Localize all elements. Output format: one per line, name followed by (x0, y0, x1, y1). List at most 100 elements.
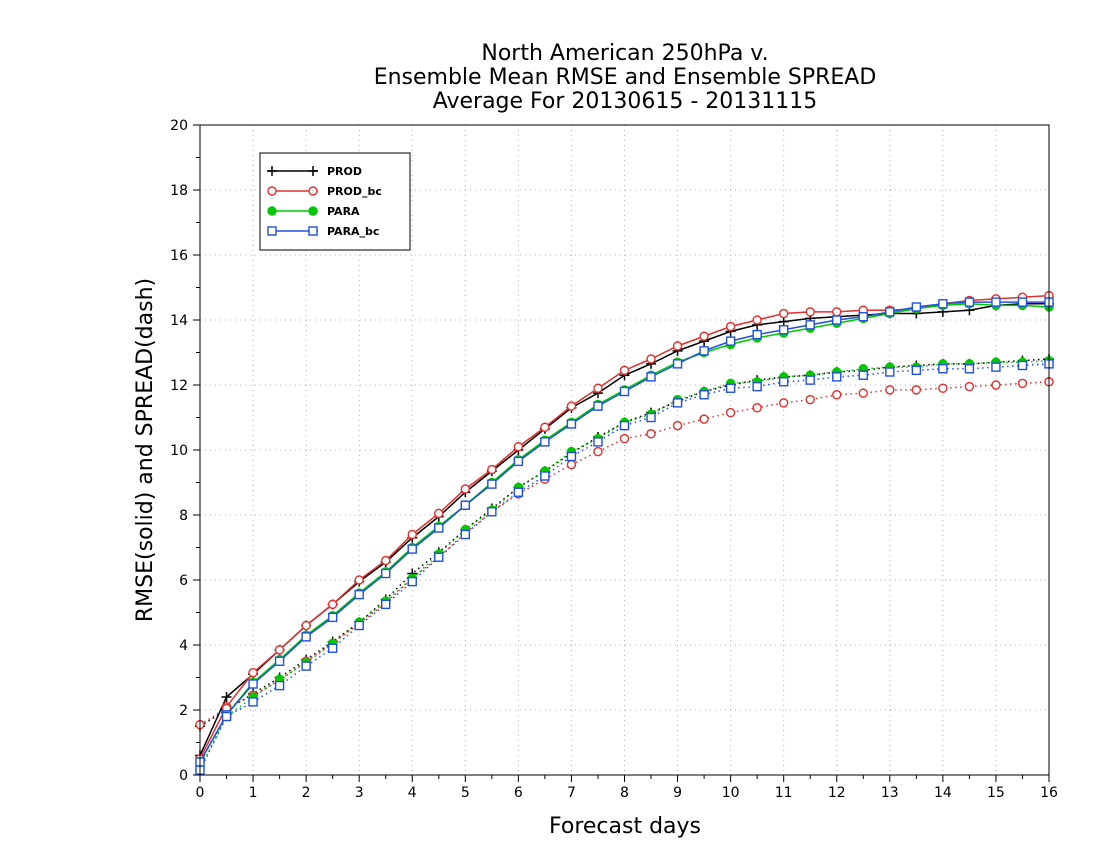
spread-point (699, 390, 709, 400)
y-tick-label: 4 (179, 638, 188, 654)
rmse-point (752, 329, 762, 340)
spread-point (672, 398, 683, 408)
rmse-point (566, 401, 577, 411)
spread-point (778, 377, 789, 387)
rmse-point (858, 312, 868, 322)
rmse-point (354, 575, 364, 585)
series-para-bc (195, 297, 1054, 775)
rmse-point (805, 320, 815, 330)
rmse-point (593, 383, 603, 393)
spread-point (725, 407, 736, 418)
legend-label: PARA_bc (327, 225, 379, 238)
rmse-point (752, 315, 762, 325)
axes: 0 1 2 3 4 5 6 7 8 9 10 11 12 13 14 15 160246810121416182… (170, 118, 1058, 801)
y-tick-label: 8 (179, 508, 188, 524)
spread-point (407, 576, 417, 587)
spread-point (858, 370, 868, 380)
rmse-point (778, 325, 789, 335)
rmse-point (911, 302, 922, 312)
rmse-point (248, 667, 258, 678)
rmse-point (221, 692, 232, 702)
rmse-point (460, 484, 471, 494)
rmse-point (407, 544, 417, 554)
title-line-2: Ensemble Mean RMSE and Ensemble SPREAD (374, 65, 877, 90)
legend: PROD PROD_bc PARA PARA_bc (259, 152, 411, 251)
spread-point (274, 680, 285, 691)
spread-point (434, 552, 444, 562)
rmse-point (725, 321, 736, 332)
legend-label: PARA (327, 205, 360, 218)
spread-point (327, 643, 338, 653)
spread-point (672, 420, 683, 431)
rmse-point (487, 479, 497, 489)
spread-point (725, 383, 736, 393)
rmse-point (672, 341, 683, 351)
spread-point (885, 385, 895, 395)
legend-label: PROD_bc (327, 185, 382, 198)
x-tick-label: 13 (881, 785, 899, 801)
rmse-point (593, 401, 603, 411)
x-axis-label: Forecast days (549, 814, 701, 839)
legend-item-prod: PROD (267, 165, 362, 178)
spread-point (221, 711, 232, 722)
x-tick-label: 15 (987, 785, 1005, 801)
spread-point (752, 381, 762, 392)
x-tick-label: 3 (355, 785, 364, 801)
rmse-point (327, 612, 338, 623)
spread-point (566, 451, 577, 462)
spread-point (619, 420, 630, 431)
rmse-point (964, 297, 975, 307)
legend-item-para-bc: PARA_bc (267, 225, 379, 238)
spread-point (805, 394, 815, 405)
x-tick-label: 2 (302, 785, 311, 801)
spread-point (911, 385, 922, 395)
spread-point (513, 487, 524, 497)
rmse-point (301, 620, 311, 631)
rmse-point (725, 336, 736, 346)
rmse-point (778, 316, 789, 327)
y-tick-label: 2 (179, 703, 188, 719)
x-tick-label: 10 (722, 785, 740, 801)
legend-marker (267, 206, 277, 216)
title-line-3: Average For 20130615 - 20131115 (433, 89, 818, 114)
legend-marker (267, 226, 277, 236)
rmse-point (699, 331, 709, 341)
legend-label: PROD (327, 165, 362, 178)
spread-point (381, 599, 391, 610)
y-tick-label: 10 (170, 443, 188, 459)
y-axis-label: RMSE(solid) and SPREAD(dash) (133, 278, 158, 622)
legend-marker (308, 166, 318, 176)
x-tick-label: 11 (775, 785, 793, 801)
rmse-point (381, 568, 391, 579)
rmse-point (1017, 297, 1028, 307)
rmse-point (619, 386, 630, 397)
rmse-point (805, 307, 815, 317)
series-layer (195, 290, 1054, 775)
y-tick-label: 16 (170, 248, 188, 264)
rmse-point (274, 656, 285, 666)
rmse-point (778, 308, 789, 319)
rmse-point (460, 500, 471, 510)
spread-point (699, 414, 709, 424)
legend-marker (308, 226, 318, 236)
y-tick-label: 0 (179, 768, 188, 784)
legend-marker (308, 206, 318, 216)
y-tick-label: 18 (170, 183, 188, 199)
spread-point (832, 372, 842, 382)
rmse-point (434, 523, 444, 533)
spread-point (938, 364, 948, 374)
rmse-point (301, 632, 311, 642)
legend-item-prod-bc: PROD_bc (267, 185, 382, 198)
legend-marker (267, 166, 277, 176)
spread-point (938, 383, 948, 393)
rmse-point (540, 437, 550, 447)
rmse-point (540, 422, 550, 432)
legend-marker (308, 186, 318, 196)
rmse-point (672, 359, 683, 369)
y-tick-label: 20 (170, 118, 188, 134)
spread-point (354, 620, 364, 631)
spread-line-para (199, 359, 1050, 769)
chart-title: North American 250hPa v. Ensemble Mean R… (374, 41, 877, 114)
spread-point (991, 362, 1001, 372)
spread-point (1017, 360, 1028, 371)
